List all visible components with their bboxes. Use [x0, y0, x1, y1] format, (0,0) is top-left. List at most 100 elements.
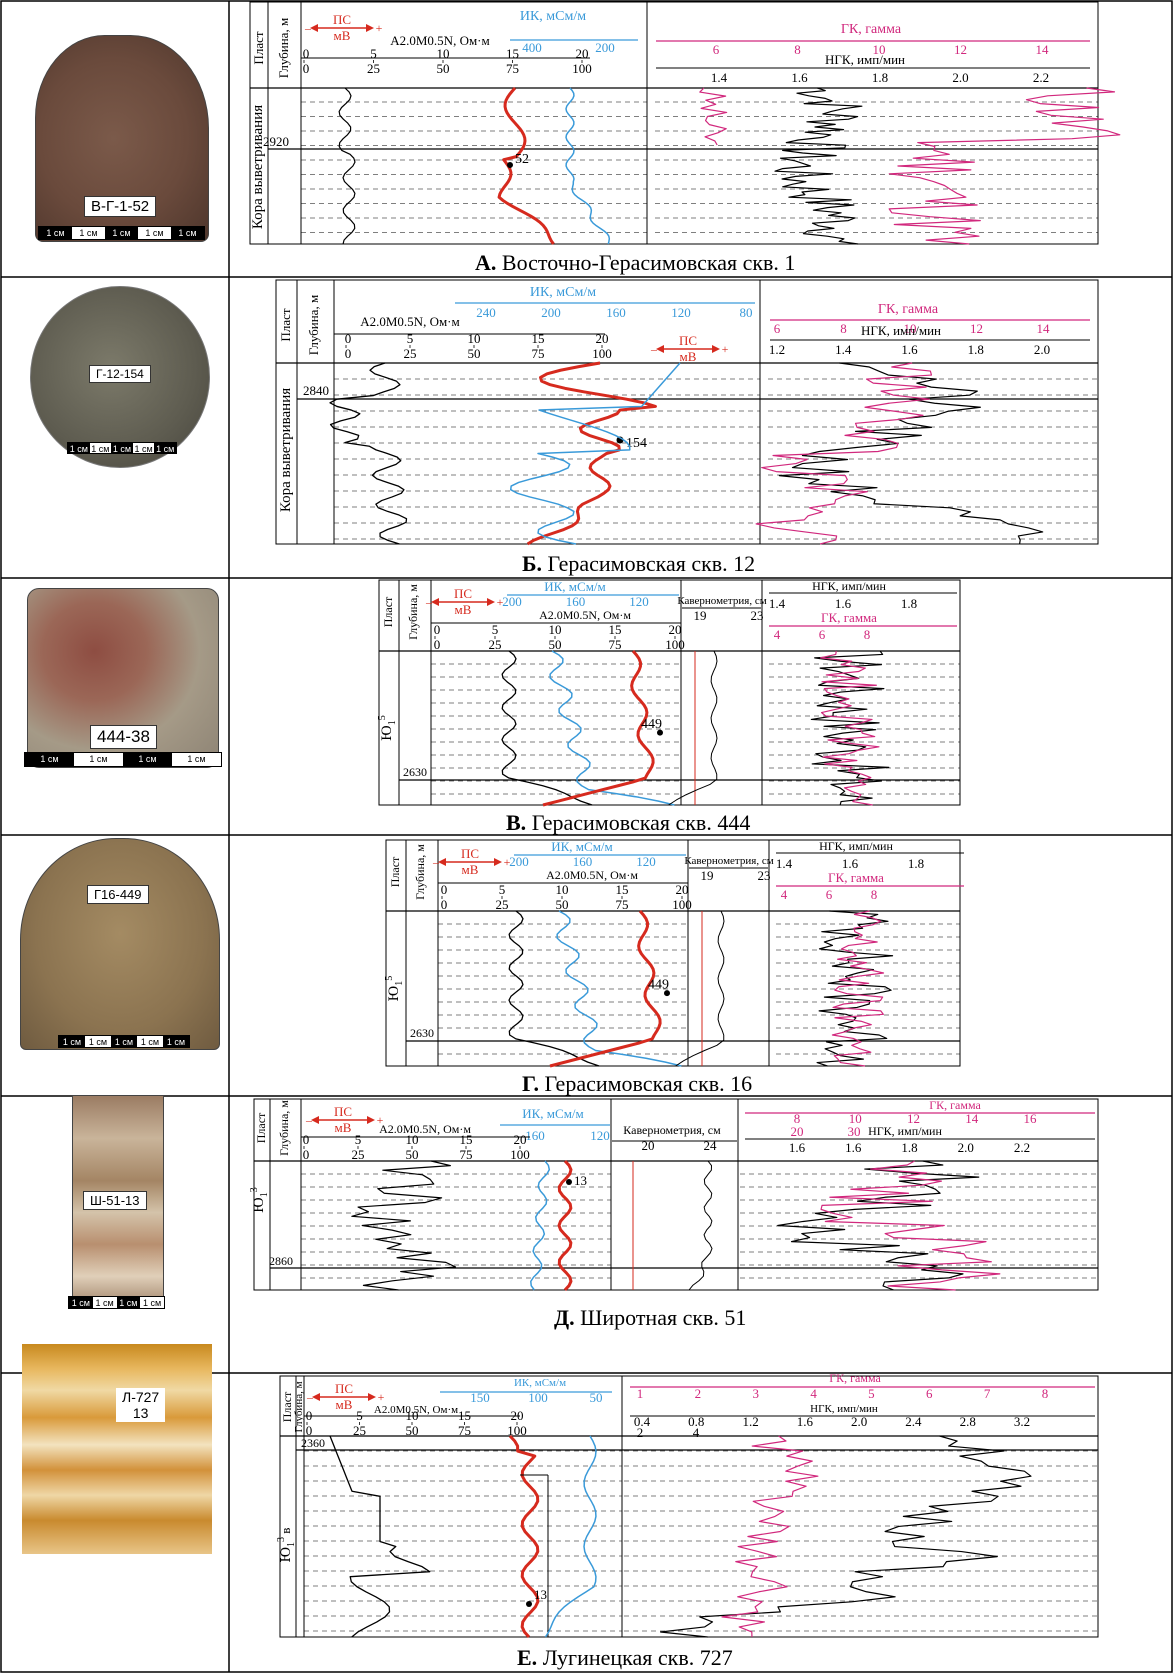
mv-label: мВ — [680, 349, 697, 364]
gk-tick: 14 — [1037, 321, 1051, 336]
gk-tick: 8 — [840, 321, 847, 336]
gk-tick: 16 — [1024, 1111, 1038, 1126]
res-tick: 0 — [345, 331, 352, 346]
ngk-tick: 2.8 — [960, 1414, 976, 1429]
sample-mark: 449 — [641, 717, 662, 732]
sample-point — [664, 990, 670, 997]
ik-curve — [565, 87, 611, 245]
ps-curve — [351, 1160, 457, 1291]
mv-label: мВ — [462, 862, 479, 877]
caption-g: Г. Герасимовская скв. 16 — [522, 1071, 753, 1096]
ik-tick: 120 — [590, 1128, 610, 1143]
caption-v: В. Герасимовская скв. 444 — [506, 810, 751, 835]
minus-sign: – — [650, 342, 658, 356]
layer-label: Ю13 в — [276, 1528, 297, 1563]
ngk-tick: 0.8 — [688, 1414, 704, 1429]
gk-tick: 4 — [810, 1386, 817, 1401]
gk-unit: ГК, гамма — [821, 610, 877, 625]
ngk-tick: 1.6 — [789, 1140, 806, 1155]
ngk-tick: 1.6 — [842, 856, 859, 871]
log-panel-b — [275, 279, 1099, 545]
res-tick: 75 — [460, 1147, 473, 1162]
res-tick: 5 — [356, 1408, 363, 1423]
gk-curve — [831, 910, 885, 1067]
ps-curve — [329, 1435, 431, 1638]
caption-d: Д. Широтная скв. 51 — [554, 1305, 747, 1330]
res-tick: 75 — [458, 1423, 471, 1438]
res-tick: 25 — [353, 1423, 366, 1438]
res-tick: 75 — [616, 897, 629, 912]
ngk-tick: 2.4 — [905, 1414, 922, 1429]
ngk-curve — [816, 910, 894, 1067]
ik-curve — [549, 650, 675, 806]
res-tick: 100 — [507, 1423, 527, 1438]
kav-unit: Кавернометрия, см — [677, 595, 766, 607]
plus-sign: + — [497, 595, 504, 609]
res-tick: 50 — [468, 346, 481, 361]
ngk-tick: 1.6 — [901, 342, 918, 357]
gk-curve — [888, 87, 1121, 245]
log-panel-g — [385, 839, 961, 1067]
kav-tick: 23 — [751, 608, 764, 623]
minus-sign: – — [425, 595, 433, 609]
depth-header: Глубина, м — [413, 844, 427, 900]
res-unit: А2.0М0.5N, Ом·м — [374, 1404, 458, 1416]
res-tick: 0 — [303, 46, 310, 61]
kav-curve — [668, 650, 718, 806]
depth-mark: 2630 — [403, 765, 427, 779]
ngk-tick: 1.2 — [742, 1414, 758, 1429]
res-tick: 75 — [609, 637, 622, 652]
ngk-tick: 2.0 — [1034, 342, 1050, 357]
depth-header: Глубина, м — [306, 295, 321, 355]
res-tick: 15 — [458, 1408, 471, 1423]
res-tick: 10 — [556, 882, 569, 897]
sample-point — [566, 1179, 572, 1185]
layer-label: Ю15 — [377, 715, 398, 740]
gk-tick: 10 — [904, 321, 917, 336]
arrow-left-icon — [310, 24, 318, 32]
ngk-tick: 1.8 — [968, 342, 984, 357]
log-panel-d — [253, 1098, 1099, 1291]
kav-unit: Кавернометрия, см — [684, 855, 773, 867]
mv-label: мВ — [336, 1397, 353, 1412]
sample-label: Г16-449 — [87, 885, 149, 904]
ngk-curve — [774, 87, 863, 245]
res-tick: 20 — [676, 882, 689, 897]
ngk-tick-2: 2 — [637, 1425, 644, 1440]
ps-curve — [508, 910, 600, 1067]
depth-mark: 2860 — [269, 1254, 293, 1268]
res-tick: 0 — [303, 61, 310, 76]
res-tick: 0 — [306, 1408, 313, 1423]
gk-unit: ГК, гамма — [841, 22, 902, 37]
pc-label: ПС — [335, 1381, 353, 1396]
ik-tick: 200 — [509, 854, 529, 869]
gk-curve — [820, 1160, 1001, 1291]
plus-sign: + — [504, 855, 511, 869]
gk-unit: ГК, гамма — [929, 1098, 981, 1112]
resistivity-curve — [526, 361, 657, 546]
kav-tick: 19 — [694, 608, 707, 623]
cm-scale: 1 см 1 см 1 см 1 см — [24, 752, 222, 767]
res-tick: 5 — [407, 331, 414, 346]
plus-sign: + — [376, 21, 383, 35]
cm-scale: 1 см 1 см 1 см 1 см — [68, 1296, 165, 1309]
arrow-right-icon — [487, 598, 495, 606]
res-tick: 100 — [592, 346, 612, 361]
gk-curve — [721, 1435, 819, 1638]
minus-sign: – — [306, 1390, 314, 1404]
arrow-left-icon — [312, 1393, 320, 1401]
mv-label: мВ — [335, 1120, 352, 1135]
ngk-tick: 1.8 — [872, 70, 888, 85]
ik-tick: 240 — [476, 305, 496, 320]
gk-unit: ГК, гамма — [828, 870, 884, 885]
rock-photo-5: Ш-51-13 — [72, 1095, 164, 1309]
res-unit: А2.0М0.5N, Ом·м — [360, 314, 460, 329]
res-tick: 0 — [441, 897, 448, 912]
ngk-tick: 1.4 — [776, 856, 793, 871]
rock-photo-1: В-Г-1-52 — [35, 35, 209, 242]
sample-label: Ш-51-13 — [83, 1191, 147, 1210]
gk-tick: 6 — [826, 887, 833, 902]
ik-unit: ИК, мСм/м — [544, 579, 606, 594]
